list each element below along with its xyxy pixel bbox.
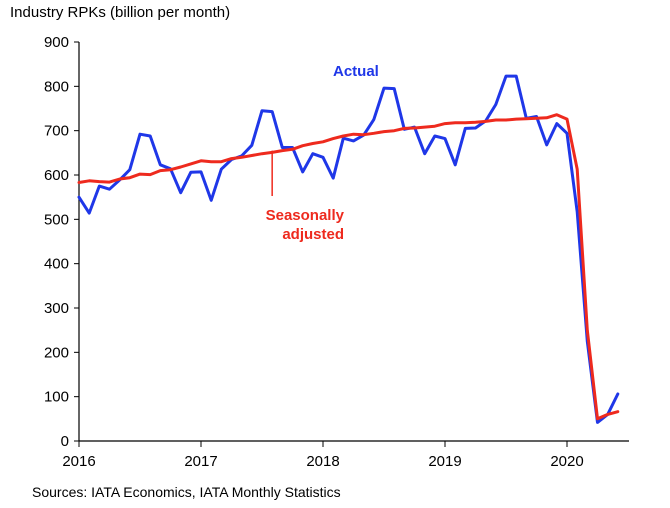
x-tick-label: 2017 [184, 453, 217, 470]
y-axis: 0 100 200 300 400 500 600 700 800 900 [44, 34, 80, 450]
annotation-line: adjusted [282, 226, 344, 243]
x-axis: 2016 2017 2018 2019 2020 [62, 440, 629, 470]
y-tick-label: 500 [44, 211, 69, 228]
x-tick-label: 2020 [550, 453, 583, 470]
y-tick-label: 600 [44, 167, 69, 184]
series-line-seasonally-adjusted [77, 113, 620, 421]
y-tick-label: 200 [44, 344, 69, 361]
y-tick-label: 800 [44, 78, 69, 95]
series-line-actual [77, 74, 620, 424]
y-axis-title: Industry RPKs (billion per month) [10, 4, 230, 21]
y-tick-label: 400 [44, 256, 69, 273]
x-tick-label: 2019 [428, 453, 461, 470]
y-tick-label: 0 [61, 433, 69, 450]
x-tick-label: 2018 [306, 453, 339, 470]
annotation-layer: Actual Seasonally adjusted [266, 63, 379, 243]
y-tick-label: 700 [44, 123, 69, 140]
series-layer [77, 74, 620, 424]
annotation-actual: Actual [333, 63, 379, 80]
source-note: Sources: IATA Economics, IATA Monthly St… [32, 484, 341, 500]
y-tick-label: 300 [44, 300, 69, 317]
y-tick-label: 100 [44, 389, 69, 406]
x-tick-label: 2016 [62, 453, 95, 470]
annotation-line: Seasonally [266, 207, 345, 224]
y-tick-label: 900 [44, 34, 69, 51]
annotation-seasonally-adjusted: Seasonally adjusted [266, 207, 345, 243]
